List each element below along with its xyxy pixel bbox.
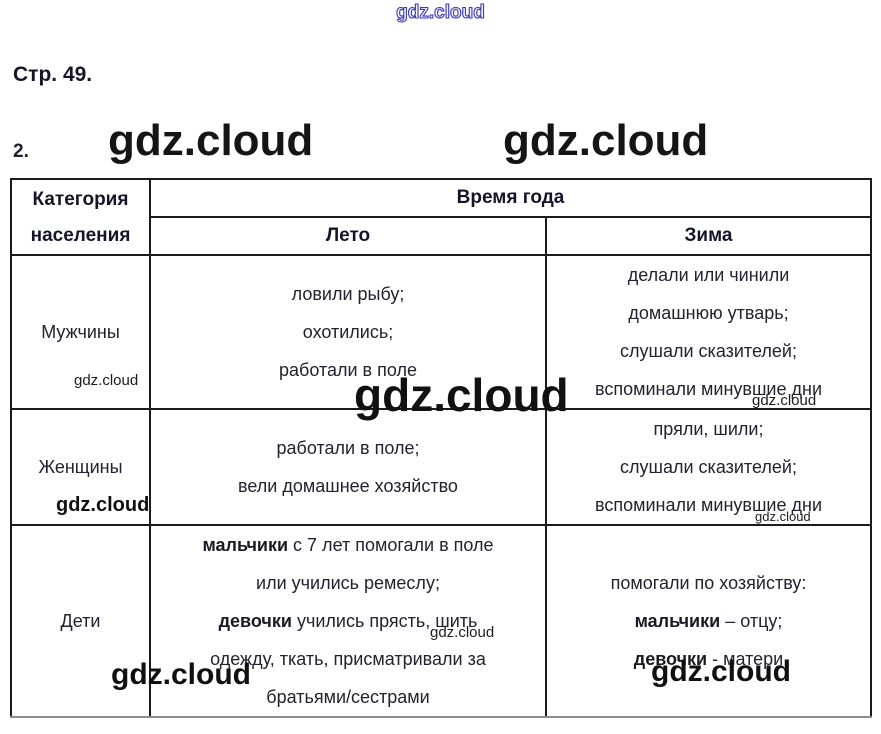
watermark-top: gdz.cloud	[396, 1, 486, 23]
cell-line: мальчики с 7 лет помогали в поле	[202, 535, 494, 555]
cell-line: помогали по хозяйству:	[610, 573, 807, 593]
column-header-season: Время года	[149, 178, 872, 218]
cell-line: одежду, ткать, присматривали за	[210, 649, 486, 669]
children-winter-cell: помогали по хозяйству: мальчики – отцу; де…	[545, 524, 872, 718]
cell-line: ловили рыбу;	[291, 284, 405, 304]
watermark-header-left: gdz.cloud	[108, 116, 314, 165]
men-winter-cell: делали или чинили домашнюю утварь; слушали…	[545, 254, 872, 410]
column-header-category: Категория населения	[10, 178, 151, 256]
cell-line: работали в поле	[279, 360, 417, 380]
watermark-row3-right: gdz.cloud	[651, 655, 791, 688]
seasons-activity-table: Категория населения Время года Лето Зима…	[10, 178, 872, 718]
table-row-children: Дети мальчики с 7 лет помогали в поле или…	[10, 524, 872, 718]
cell-line: работали в поле;	[276, 438, 420, 458]
cell-line: вспоминали минувшие дни	[595, 379, 822, 399]
cell-line: мальчики – отцу;	[634, 611, 783, 631]
table-header-row-2: Лето Зима	[11, 216, 872, 256]
watermark-row3-left: gdz.cloud	[111, 658, 251, 691]
category-header-line2: населения	[30, 224, 131, 246]
row-label-children: Дети	[10, 524, 151, 718]
men-summer-cell: ловили рыбу; охотились; работали в поле	[149, 254, 547, 410]
cell-line: делали или чинили	[627, 265, 790, 285]
watermark-row3-center: gdz.cloud	[430, 624, 495, 641]
table-row-women: Женщины работали в поле; вели домашнее хо…	[10, 408, 872, 526]
column-header-summer: Лето	[149, 216, 547, 256]
row-label-men: Мужчины	[10, 254, 151, 410]
cell-line: домашнюю утварь;	[628, 303, 789, 323]
cell-line: девочки - матери	[633, 649, 784, 669]
cell-line: вспоминали минувшие дни	[595, 495, 822, 515]
cell-line: девочки учились прясть, шить	[218, 611, 478, 631]
item-number: 2.	[13, 141, 29, 162]
children-summer-cell: мальчики с 7 лет помогали в поле или учил…	[149, 524, 547, 718]
category-header-line1: Категория	[32, 188, 129, 210]
cell-line: охотились;	[302, 322, 394, 342]
watermark-row1-center: gdz.cloud	[354, 369, 569, 421]
row-label-women: Женщины	[10, 408, 151, 526]
cell-line: вели домашнее хозяйство	[238, 476, 458, 496]
watermark-row2-left: gdz.cloud	[56, 494, 150, 516]
cell-line: или учились ремеслу;	[256, 573, 440, 593]
watermark-header-right: gdz.cloud	[503, 116, 709, 165]
watermark-row1-right: gdz.cloud	[752, 392, 817, 409]
women-summer-cell: работали в поле; вели домашнее хозяйство	[149, 408, 547, 526]
cell-line: слушали сказителей;	[620, 457, 797, 477]
watermark-row2-right: gdz.cloud	[755, 509, 811, 524]
page-title: Стр. 49.	[13, 63, 93, 86]
cell-line: слушали сказителей;	[620, 341, 797, 361]
women-winter-cell: пряли, шили; слушали сказителей; вспоминал…	[545, 408, 872, 526]
watermark-row1-left: gdz.cloud	[74, 372, 139, 389]
cell-line: пряли, шили;	[653, 419, 764, 439]
table-row-men: Мужчины ловили рыбу; охотились; работали в…	[10, 254, 872, 410]
column-header-winter: Зима	[545, 216, 872, 256]
cell-line: братьями/сестрами	[266, 687, 430, 707]
table-header-row-1: Категория населения Время года	[10, 178, 872, 256]
